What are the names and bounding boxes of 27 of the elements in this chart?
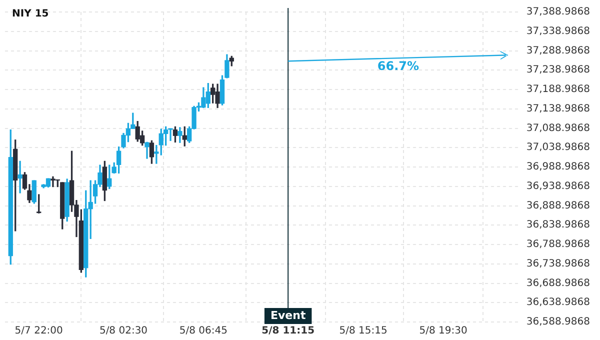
- y-tick-label: 37,388.9868: [526, 6, 590, 18]
- y-tick-label: 37,288.9868: [526, 45, 590, 56]
- y-tick-label: 36,938.9868: [526, 180, 590, 192]
- x-tick-label: 5/8 11:15: [262, 326, 315, 337]
- y-tick-label: 36,838.9868: [526, 220, 590, 231]
- ref-line-label: Event: [270, 308, 306, 322]
- y-tick-label: 36,588.9868: [526, 316, 590, 328]
- y-tick-label: 37,038.9868: [526, 142, 590, 154]
- y-tick-label: 36,888.9868: [526, 200, 590, 212]
- y-tick-label: 36,738.9868: [526, 258, 590, 270]
- x-tick-label: 5/8 02:30: [99, 326, 148, 337]
- y-tick-label: 36,788.9868: [526, 239, 590, 250]
- x-tick-label: 5/8 06:45: [179, 326, 228, 337]
- x-tick-label: 5/8 15:15: [339, 326, 388, 337]
- y-tick-label: 37,188.9868: [526, 84, 590, 96]
- y-tick-label: 36,988.9868: [526, 162, 590, 173]
- y-tick-label: 37,088.9868: [526, 122, 590, 134]
- y-tick-label: 36,638.9868: [526, 297, 590, 308]
- y-tick-label: 37,238.9868: [526, 64, 590, 76]
- x-tick-label: 5/8 19:30: [419, 326, 468, 337]
- y-tick-label: 36,688.9868: [526, 278, 590, 289]
- y-tick-label: 37,338.9868: [526, 26, 590, 37]
- x-tick-label: 5/7 22:00: [14, 326, 63, 337]
- candlestick: [18, 160, 22, 194]
- chart-title: NIY 15: [12, 8, 49, 20]
- y-tick-label: 37,138.9868: [526, 103, 590, 114]
- annotation: 66.7%: [377, 59, 420, 74]
